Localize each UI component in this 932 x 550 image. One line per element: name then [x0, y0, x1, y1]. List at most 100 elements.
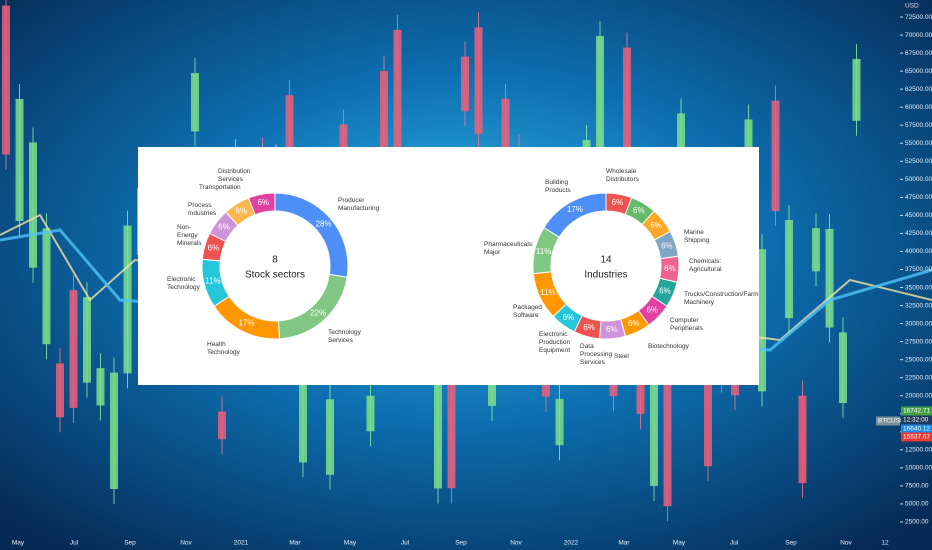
- donut-segment: [543, 192, 607, 238]
- y-tick-label: 7500.00: [905, 483, 929, 490]
- candle-body: [825, 228, 834, 328]
- candle-body: [839, 332, 847, 404]
- category-label: Biotechnology: [648, 343, 689, 350]
- category-label: Technology Services: [328, 329, 361, 344]
- value-label: 6%: [583, 323, 595, 332]
- y-tick-label: 50000.00: [905, 176, 932, 183]
- candle-body: [83, 297, 91, 383]
- price-tag-bg: [901, 406, 932, 416]
- value-label: 6%: [208, 244, 220, 253]
- candle-body: [555, 398, 564, 446]
- category-label: Trucks/Construction/Farm Machinery: [684, 291, 759, 306]
- category-label: Chemicals: Agricultural: [689, 258, 722, 273]
- x-tick-label: Nov: [180, 540, 192, 547]
- x-tick-label: 12: [881, 540, 889, 547]
- y-tick-label: 62500.00: [905, 86, 932, 93]
- category-label: Packaged Software: [513, 304, 542, 319]
- category-label: Electronic Technology: [167, 276, 200, 291]
- value-label: 6%: [257, 198, 269, 207]
- candle-body: [15, 98, 24, 222]
- candle-body: [96, 368, 105, 406]
- category-label: Pharmaceuticals: Major: [484, 241, 534, 256]
- value-label: 28%: [316, 219, 332, 228]
- donut-segment: [247, 192, 276, 216]
- category-label: Producer Manufacturing: [338, 197, 380, 212]
- candle-body: [380, 71, 388, 149]
- countdown-tag: 12:32:00: [903, 417, 929, 424]
- category-label: Building Products: [545, 179, 571, 194]
- category-label: Computer Peripherals: [670, 317, 703, 332]
- y-tick-label: 70000.00: [905, 32, 932, 39]
- candle-body: [623, 47, 631, 197]
- candle-body: [2, 5, 10, 155]
- category-label: Process Industries: [188, 202, 217, 217]
- value-label: 11%: [205, 277, 220, 286]
- x-tick-label: Sep: [455, 540, 467, 547]
- candle-body: [852, 58, 861, 121]
- x-tick-label: Jul: [70, 540, 79, 547]
- symbol-tag-bg: [876, 416, 900, 426]
- value-label: 11%: [536, 247, 551, 256]
- candle-body: [218, 411, 226, 440]
- price-tag-bg: [901, 424, 932, 434]
- value-label: 6%: [633, 206, 645, 215]
- y-tick-label: 37500.00: [905, 266, 932, 273]
- x-tick-label: Jul: [730, 540, 739, 547]
- candle-body: [663, 379, 672, 507]
- category-label: Steel: [614, 353, 629, 360]
- candle-body: [447, 361, 456, 489]
- value-label: 6%: [218, 223, 230, 232]
- y-tick-label: 65000.00: [905, 68, 932, 75]
- x-tick-label: May: [673, 540, 686, 547]
- candle-body: [650, 345, 658, 486]
- candle-body: [42, 228, 51, 345]
- y-tick-label: 32500.00: [905, 302, 932, 309]
- x-tick-label: Sep: [124, 540, 136, 547]
- value-label: 6%: [612, 198, 624, 207]
- y-tick-label: 52500.00: [905, 158, 932, 165]
- candle-body: [191, 73, 199, 132]
- candle-body: [812, 228, 820, 272]
- countdown-tag-bg: [901, 415, 932, 425]
- price-tag: 16640.12: [903, 426, 930, 433]
- value-label: 6%: [664, 264, 676, 273]
- y-tick-label: 47500.00: [905, 194, 932, 201]
- x-tick-label: Sep: [785, 540, 797, 547]
- value-label: 6%: [236, 207, 248, 216]
- candle-body: [69, 290, 78, 408]
- center-value: 8: [272, 255, 278, 266]
- value-label: 6%: [659, 286, 671, 295]
- candle-body: [299, 353, 307, 463]
- candle-body: [56, 363, 64, 418]
- y-tick-label: 55000.00: [905, 140, 932, 147]
- center-value: 14: [600, 255, 612, 266]
- y-tick-label: 30000.00: [905, 320, 932, 327]
- category-label: Transportation: [199, 184, 241, 191]
- price-tag: 16637.67: [903, 434, 930, 441]
- x-tick-label: May: [344, 540, 357, 547]
- value-label: 6%: [646, 305, 658, 314]
- y-tick-label: 12500.00: [905, 447, 932, 454]
- price-tag: 16742.71: [903, 408, 930, 415]
- value-label: 6%: [628, 319, 640, 328]
- y-tick-label: 72500.00: [905, 14, 932, 21]
- y-tick-label: 57500.00: [905, 122, 932, 129]
- symbol-tag: BTCUSD: [878, 418, 905, 425]
- value-label: 6%: [606, 325, 618, 334]
- candle-body: [29, 142, 37, 268]
- candle-body: [461, 56, 469, 112]
- y-tick-label: 2500.00: [905, 519, 929, 526]
- price-tag-bg: [901, 432, 932, 442]
- value-label: 11%: [540, 288, 555, 297]
- y-tick-label: 67500.00: [905, 50, 932, 57]
- candle-body: [704, 367, 712, 467]
- x-tick-label: Nov: [840, 540, 852, 547]
- panel: [138, 147, 759, 385]
- y-tick-label: 60000.00: [905, 104, 932, 111]
- candle-body: [785, 220, 793, 319]
- value-label: 17%: [238, 318, 254, 327]
- candle-body: [326, 399, 334, 475]
- value-label: 6%: [563, 313, 575, 322]
- x-tick-label: 2022: [564, 540, 579, 547]
